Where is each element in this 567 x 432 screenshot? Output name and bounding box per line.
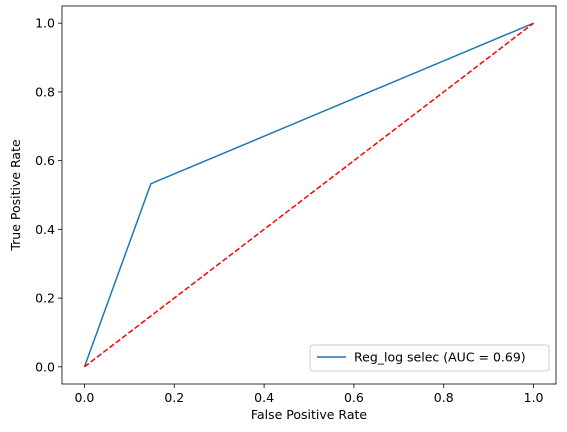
roc-curve-line	[83, 22, 534, 368]
x-axis-label: False Positive Rate	[251, 407, 367, 422]
plot-frame	[61, 5, 557, 385]
legend: Reg_log selec (AUC = 0.69)	[309, 344, 550, 372]
legend-box	[309, 344, 550, 372]
y-tick-label: 0.4	[35, 222, 55, 237]
diagonal-reference-line	[83, 22, 535, 368]
x-tick-label: 0.6	[344, 390, 364, 405]
y-tick-label: 0.6	[35, 153, 55, 168]
ticks-layer: 0.0 0.2 0.4 0.6 0.8 1.0 0.0 0.2 0.4 0.6 0.8 1.0	[35, 16, 543, 405]
series-layer	[83, 22, 535, 368]
x-tick-label: 0.4	[254, 390, 274, 405]
legend-label-roc: Reg_log selec (AUC = 0.69)	[354, 350, 526, 365]
y-tick-label: 0.0	[35, 359, 55, 374]
x-tick-label: 0.0	[75, 390, 95, 405]
x-tick-label: 0.8	[434, 390, 454, 405]
y-axis-label: True Positive Rate	[8, 139, 23, 252]
y-tick-label: 0.8	[35, 84, 55, 99]
x-tick-label: 0.2	[164, 390, 184, 405]
y-tick-label: 0.2	[35, 291, 55, 306]
x-tick-label: 1.0	[524, 390, 544, 405]
y-tick-label: 1.0	[35, 16, 55, 31]
